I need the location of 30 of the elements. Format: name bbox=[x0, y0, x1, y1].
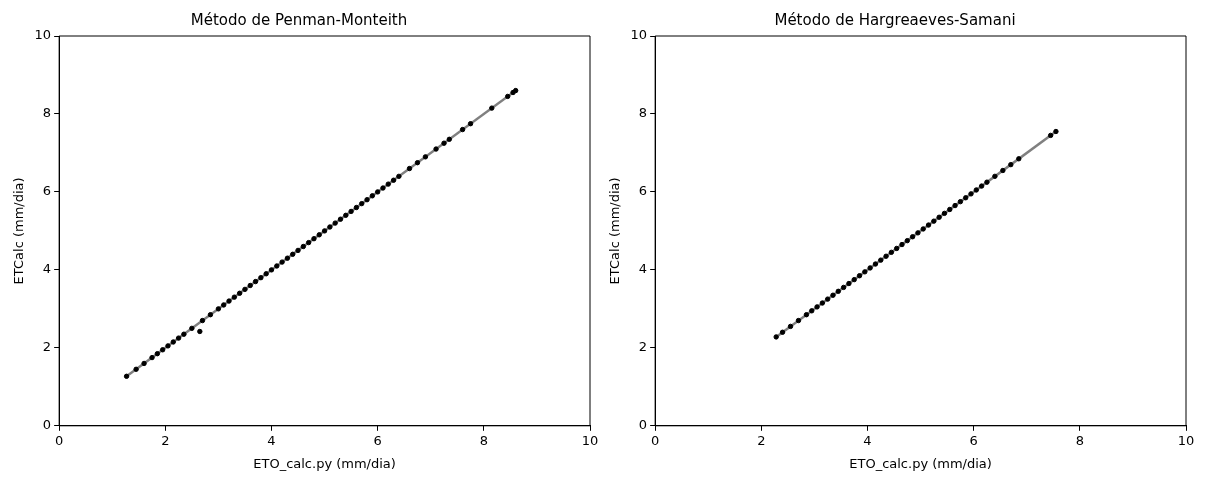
y-tick-label: 10 bbox=[630, 27, 648, 43]
x-tick-label: 2 bbox=[161, 432, 170, 448]
y-tick-label: 0 bbox=[42, 417, 52, 433]
y-tick-label: 8 bbox=[638, 105, 648, 121]
x-tick-label: 8 bbox=[1075, 432, 1084, 448]
x-tick-label: 10 bbox=[1177, 432, 1195, 448]
x-tick-label: 0 bbox=[55, 432, 64, 448]
y-tick-label: 2 bbox=[42, 339, 52, 355]
y-axis-title: ETCalc (mm/dia) bbox=[607, 177, 623, 285]
x-axis-title: ETO_calc.py (mm/dia) bbox=[849, 455, 992, 471]
x-tick-label: 6 bbox=[969, 432, 978, 448]
x-tick-label: 0 bbox=[651, 432, 660, 448]
y-tick-label: 8 bbox=[42, 105, 52, 121]
chart-title: Método de Hargreaeves-Samani bbox=[774, 10, 1016, 29]
x-tick-label: 10 bbox=[581, 432, 599, 448]
y-tick-label: 4 bbox=[638, 261, 648, 277]
chart-title: Método de Penman-Monteith bbox=[190, 10, 408, 29]
y-tick-label: 4 bbox=[42, 261, 52, 277]
x-tick-label: 2 bbox=[757, 432, 766, 448]
x-tick-label: 6 bbox=[373, 432, 382, 448]
y-axis-title: ETCalc (mm/dia) bbox=[11, 177, 27, 285]
y-tick-label: 2 bbox=[638, 339, 648, 355]
y-tick-label: 0 bbox=[638, 417, 648, 433]
y-tick-label: 6 bbox=[638, 183, 648, 199]
x-axis-title: ETO_calc.py (mm/dia) bbox=[253, 455, 396, 471]
y-tick-label: 10 bbox=[34, 27, 52, 43]
x-tick-label: 8 bbox=[479, 432, 488, 448]
x-tick-label: 4 bbox=[863, 432, 872, 448]
x-tick-label: 4 bbox=[267, 432, 276, 448]
y-tick-label: 6 bbox=[42, 183, 52, 199]
